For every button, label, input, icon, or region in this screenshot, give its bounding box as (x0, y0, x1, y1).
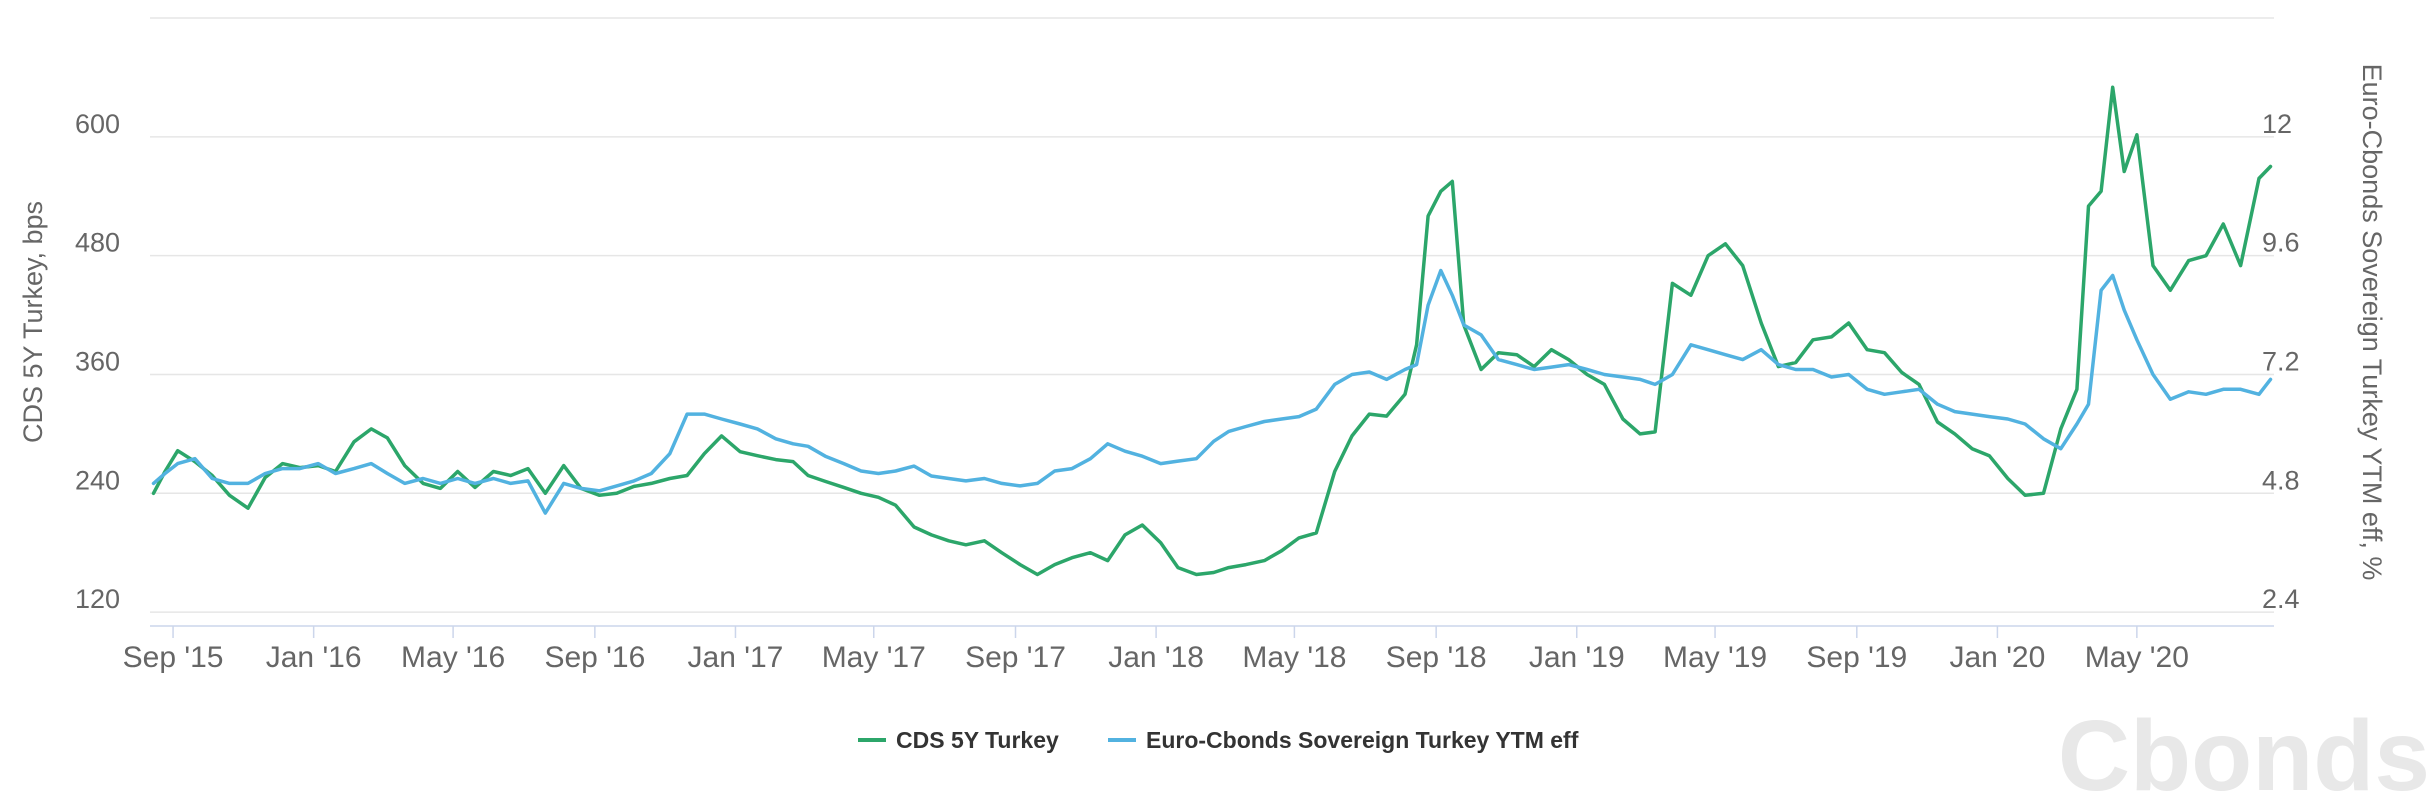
legend-label: Euro-Cbonds Sovereign Turkey YTM eff (1146, 727, 1579, 753)
x-tick-label: Jan '16 (266, 641, 362, 674)
series-line-euro-cbonds-turkey-ytm (151, 268, 2273, 515)
x-tick-label: Jan '18 (1108, 641, 1204, 674)
x-tick-label: May '19 (1663, 641, 1767, 674)
x-tick-label: Sep '18 (1386, 641, 1487, 674)
y-right-tick-label: 7.2 (2262, 346, 2300, 376)
legend-item-euro-cbonds-turkey-ytm[interactable]: Euro-Cbonds Sovereign Turkey YTM eff (1108, 727, 1579, 753)
y-left-axis-title: CDS 5Y Turkey, bps (18, 201, 48, 443)
grid-lines (150, 17, 2274, 613)
x-tick-label: Sep '19 (1806, 641, 1907, 674)
x-tick-label: May '20 (2085, 641, 2189, 674)
x-tick-label: May '18 (1242, 641, 1346, 674)
legend-label: CDS 5Y Turkey (896, 727, 1059, 753)
series-layer (151, 85, 2273, 577)
x-tick-label: May '16 (401, 641, 505, 674)
y-right-axis-title: Euro-Cbonds Sovereign Turkey YTM eff, % (2357, 64, 2387, 581)
y-left-tick-label: 360 (75, 346, 120, 376)
x-tick-label: Jan '20 (1950, 641, 2046, 674)
x-tick-label: Sep '15 (123, 641, 224, 674)
y-left-tick-label: 600 (75, 109, 120, 139)
watermark: Cbonds (2058, 700, 2430, 800)
y-right-tick-label: 9.6 (2262, 228, 2300, 258)
x-tick-label: Sep '16 (544, 641, 645, 674)
y-left-tick-label: 240 (75, 465, 120, 495)
axes: 120 2.4 240 4.8 360 7.2 480 9.6 600 12 Sep '15 Jan … (18, 64, 2387, 674)
legend: CDS 5Y Turkey Euro-Cbonds Sovereign Turke… (858, 727, 1579, 753)
y-right-tick-label: 4.8 (2262, 465, 2300, 495)
series-line-cds-5y-turkey (151, 85, 2273, 577)
x-tick-label: Sep '17 (965, 641, 1066, 674)
x-tick-label: Jan '19 (1529, 641, 1625, 674)
x-tick-label: May '17 (822, 641, 926, 674)
y-right-tick-label: 12 (2262, 109, 2292, 139)
x-tick-label: Jan '17 (688, 641, 784, 674)
legend-item-cds-5y-turkey[interactable]: CDS 5Y Turkey (858, 727, 1059, 753)
y-left-tick-label: 480 (75, 228, 120, 258)
y-left-tick-label: 120 (75, 584, 120, 614)
y-right-tick-label: 2.4 (2262, 584, 2300, 614)
